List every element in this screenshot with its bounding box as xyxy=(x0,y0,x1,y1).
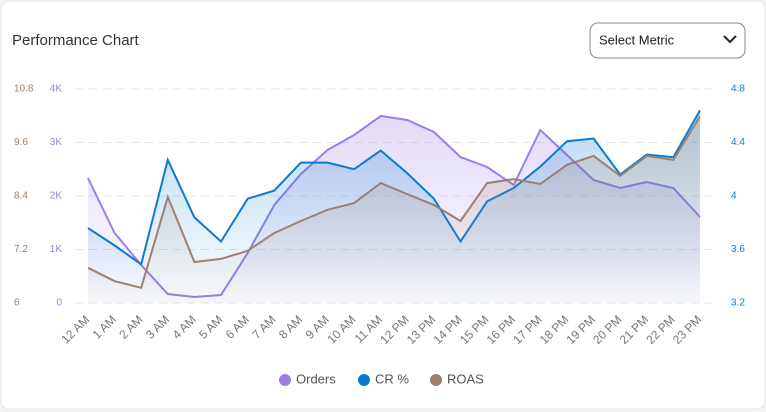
y-tick-label: 0 xyxy=(56,298,62,309)
y-tick-label: 2K xyxy=(50,191,63,202)
y3-tick-label: 9.6 xyxy=(14,137,28,148)
chart-title: Performance Chart xyxy=(12,32,140,49)
legend-marker xyxy=(430,374,442,386)
legend-marker xyxy=(358,374,370,386)
legend-label: Orders xyxy=(296,371,336,386)
y3-tick-label: 10.8 xyxy=(14,84,34,95)
legend-marker xyxy=(279,374,291,386)
y2-tick-label: 3.6 xyxy=(731,244,745,255)
y3-tick-label: 8.4 xyxy=(14,191,28,202)
y-tick-label: 3K xyxy=(50,137,63,148)
legend-label: ROAS xyxy=(447,371,484,386)
y3-tick-label: 6 xyxy=(14,298,20,309)
y2-tick-label: 3.2 xyxy=(731,298,745,309)
series-line xyxy=(87,109,701,266)
metric-select[interactable]: Select Metric xyxy=(589,22,746,59)
chevron[interactable] xyxy=(723,35,737,44)
y3-tick-label: 7.2 xyxy=(14,244,28,255)
y-tick-label: 4K xyxy=(50,84,63,95)
y2-tick-label: 4.8 xyxy=(731,84,745,95)
series-line xyxy=(87,115,701,290)
select-box[interactable] xyxy=(589,22,746,59)
series-area xyxy=(88,116,700,303)
y2-tick-label: 4.4 xyxy=(731,137,745,148)
y2-tick-label: 4 xyxy=(731,191,737,202)
y-tick-label: 1K xyxy=(50,244,63,255)
select-label[interactable]: Select Metric xyxy=(599,32,675,47)
legend-label: CR % xyxy=(375,371,409,386)
